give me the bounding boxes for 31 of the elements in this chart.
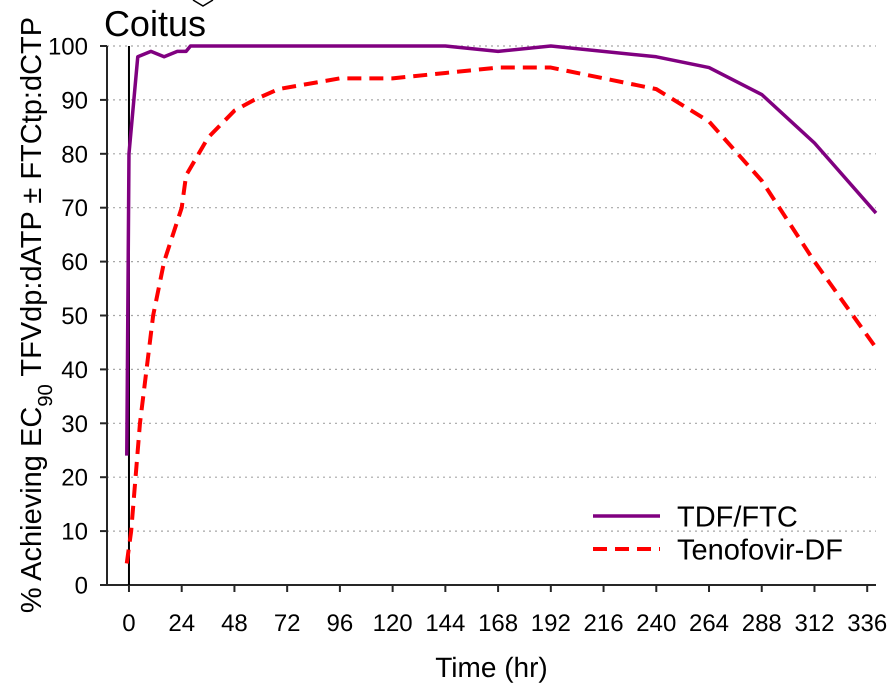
y-tick-label: 80 (61, 141, 88, 168)
x-tick-label: 96 (326, 610, 354, 637)
y-tick-label: 70 (61, 195, 88, 222)
x-tick-label: 168 (478, 610, 518, 637)
legend-label: TDF/FTC (677, 502, 798, 534)
x-tick-label: 240 (636, 610, 676, 637)
line-series (125, 44, 878, 458)
x-tick-label: 72 (274, 610, 301, 637)
x-tick-label: 120 (372, 610, 413, 637)
y-tick-label: 0 (74, 572, 88, 600)
x-tick-label: 336 (847, 610, 888, 637)
y-tick-label: 30 (61, 410, 88, 438)
ref-line-label: Coitus (104, 3, 206, 44)
x-tick-label: 24 (168, 610, 196, 637)
x-tick-label: 0 (122, 610, 136, 637)
line-series (124, 66, 878, 566)
y-tick-label: 50 (61, 303, 88, 330)
y-tick-label: 10 (61, 518, 88, 546)
x-axis-title: Time (hr) (435, 652, 548, 683)
x-tick-label: 144 (425, 610, 466, 637)
y-tick-label: 40 (61, 356, 88, 384)
y-tick-label: 20 (61, 464, 88, 492)
y-tick-label: 60 (61, 249, 88, 276)
x-tick-label: 288 (742, 610, 782, 637)
legend-label: Tenofovir-DF (677, 534, 843, 566)
x-tick-label: 312 (794, 610, 835, 637)
x-tick-label: 192 (530, 610, 571, 637)
x-tick-label: 48 (221, 610, 248, 637)
x-tick-label: 264 (688, 610, 730, 637)
x-tick-label: 216 (584, 610, 624, 637)
y-tick-label: 90 (61, 87, 88, 114)
